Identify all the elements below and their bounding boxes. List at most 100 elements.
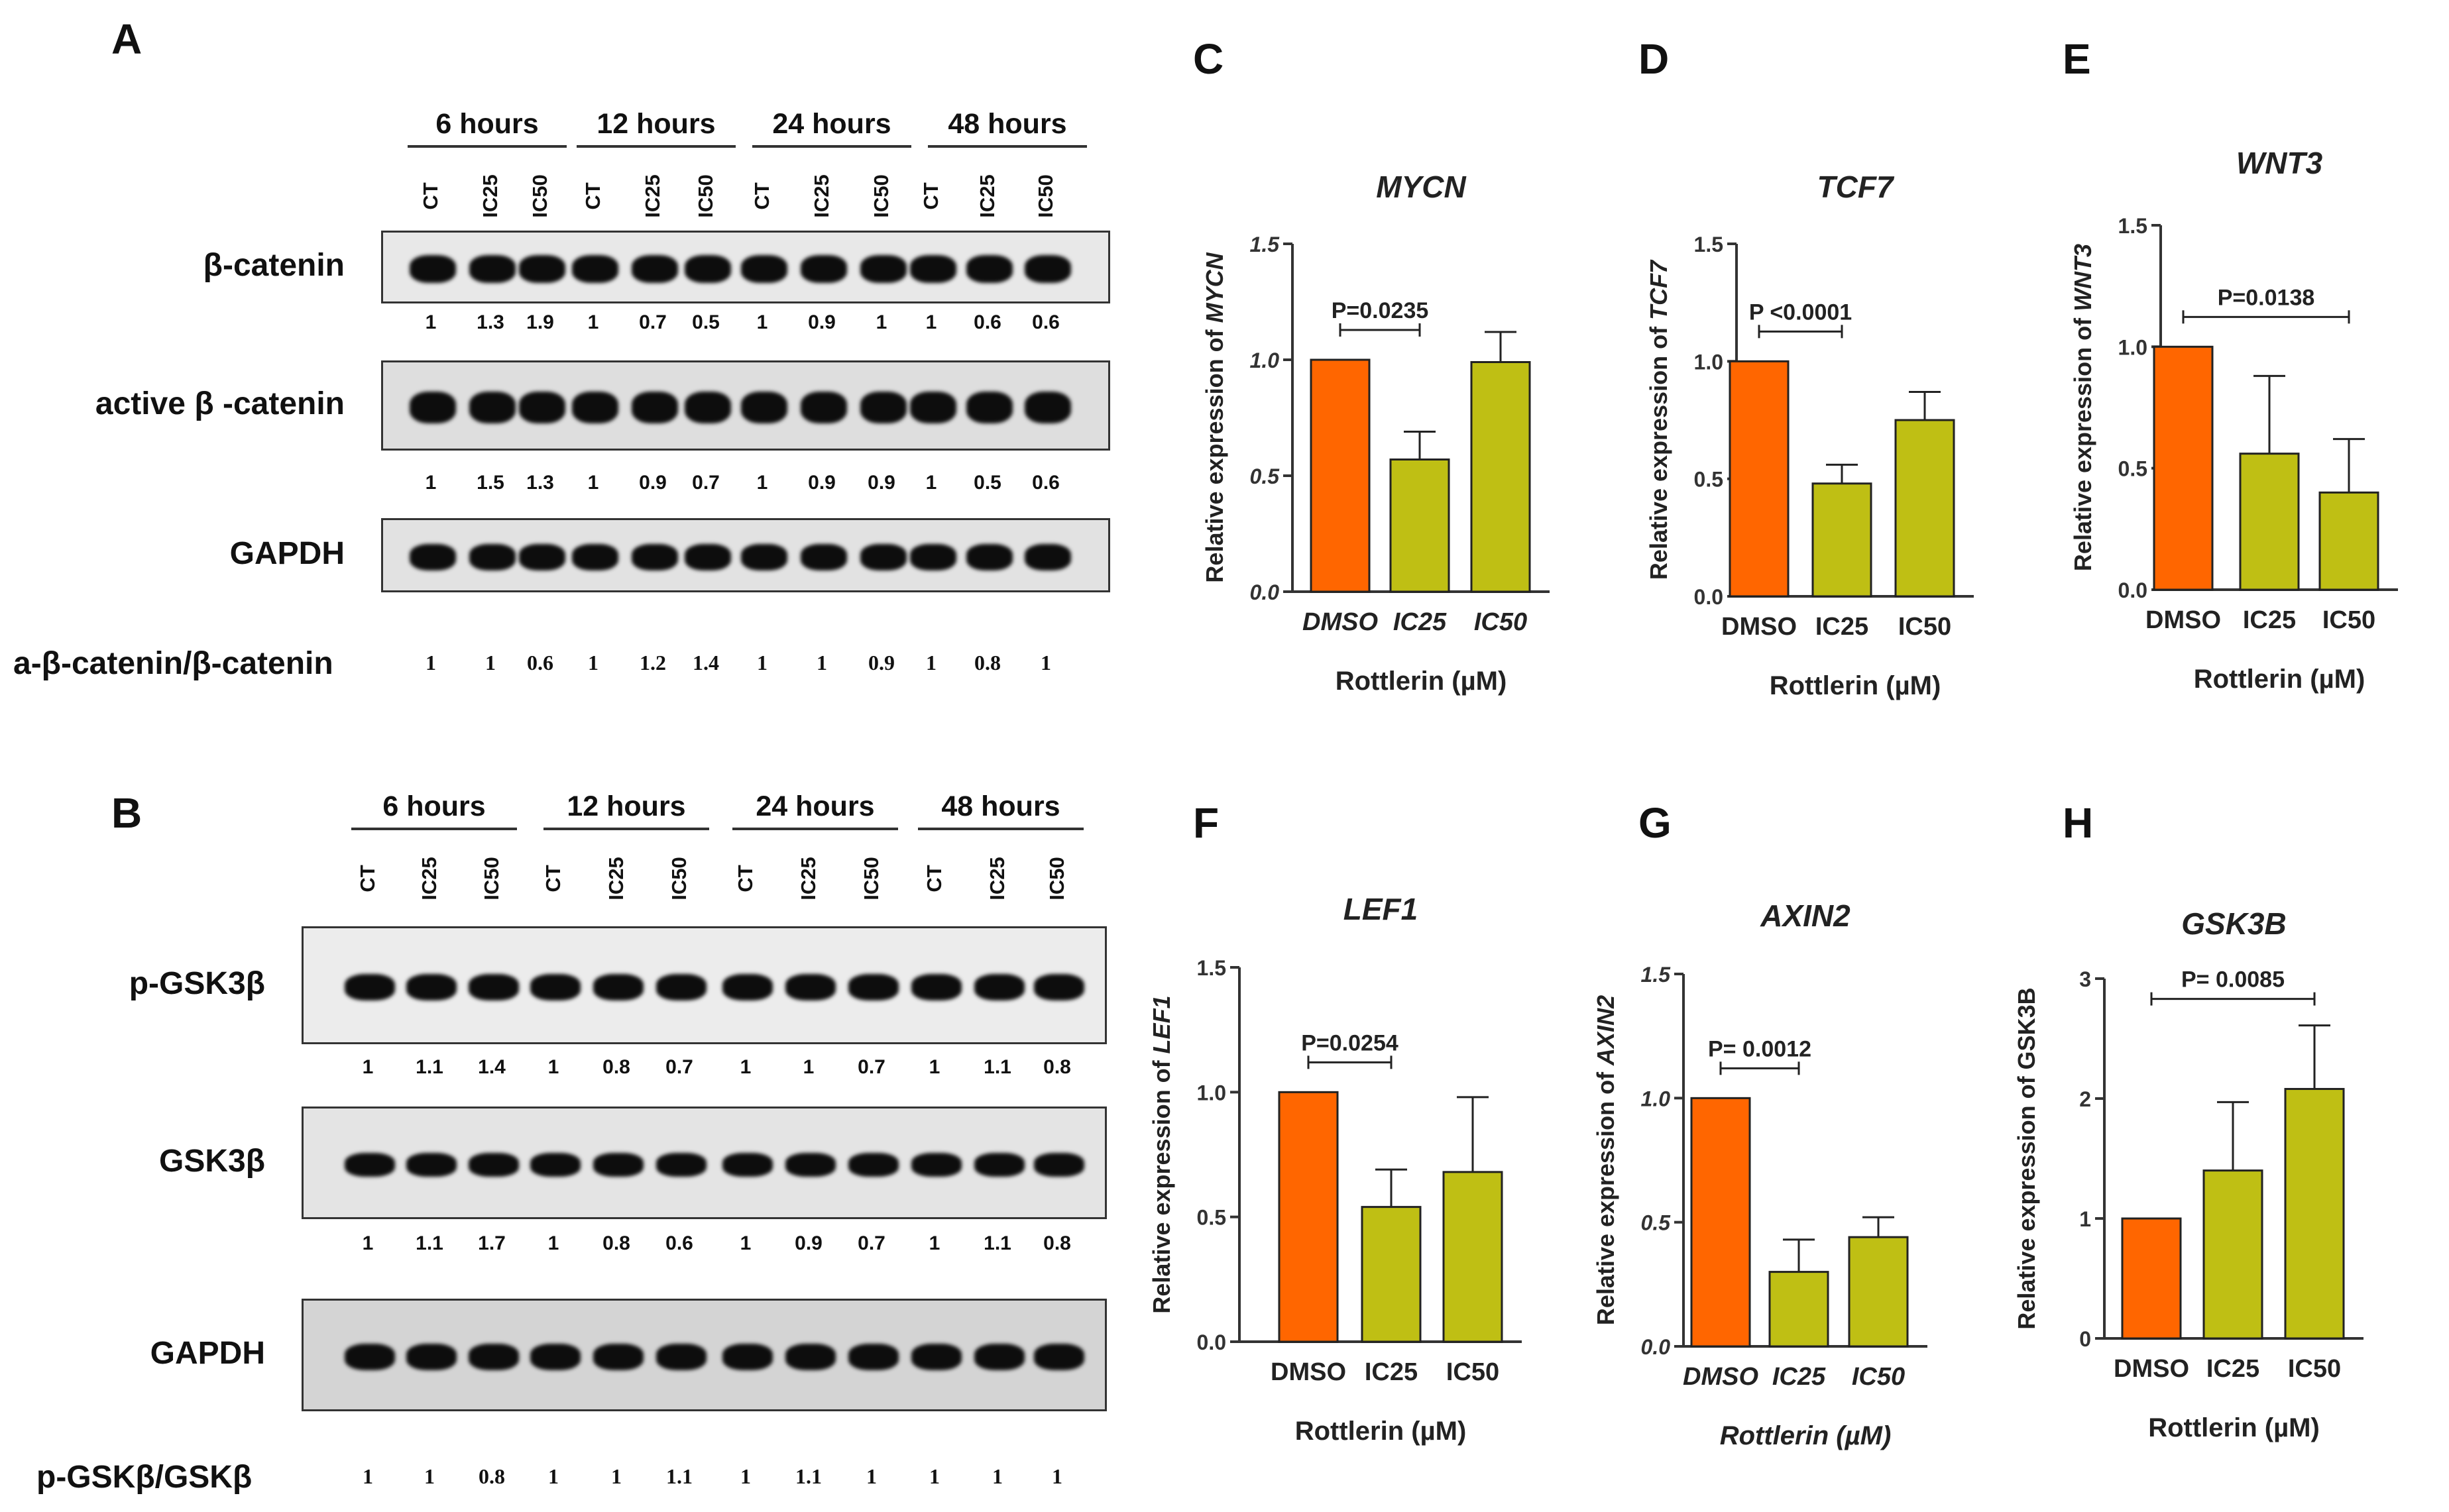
band-quantification: 1.3 — [477, 311, 504, 333]
ratio-label: a-β-catenin/β-catenin — [13, 646, 333, 681]
ratio-value: 1.1 — [795, 1464, 822, 1488]
chart-title: TCF7 — [1817, 170, 1895, 204]
time-group-label: 24 hours — [772, 108, 891, 140]
blot-membrane — [381, 231, 1110, 303]
protein-band — [911, 1153, 962, 1177]
protein-band — [966, 255, 1013, 283]
band-quantification: 1.9 — [526, 311, 554, 333]
blot-membrane — [302, 926, 1107, 1044]
blot-row-label: active β -catenin — [95, 386, 345, 421]
protein-band — [469, 255, 516, 283]
y-axis-label: Relative expression of WNT3 — [2069, 244, 2096, 571]
protein-band — [1034, 1153, 1084, 1177]
y-tick-label: 2 — [2079, 1087, 2091, 1111]
p-value-label: P= 0.0012 — [1708, 1036, 1811, 1061]
bar — [1470, 361, 1531, 593]
bar — [1768, 1271, 1829, 1348]
protein-band — [519, 544, 565, 570]
bar — [2153, 345, 2214, 591]
x-category-label: IC25 — [1772, 1363, 1826, 1391]
chart-title: AXIN2 — [1760, 898, 1851, 933]
protein-band — [685, 255, 731, 283]
y-tick-label: 1.5 — [1694, 233, 1723, 256]
x-category-label: DMSO — [1721, 613, 1797, 641]
bar — [2284, 1088, 2345, 1340]
bar — [1389, 459, 1450, 593]
ratio-value: 1 — [1052, 1464, 1062, 1488]
protein-band — [685, 544, 731, 570]
panel-label-h: H — [2063, 799, 2094, 847]
time-group-label: 24 hours — [756, 790, 875, 822]
protein-band — [1034, 974, 1084, 1000]
bar — [1278, 1091, 1339, 1343]
band-quantification: 1 — [925, 472, 937, 494]
y-tick-label: 1.0 — [1641, 1087, 1671, 1110]
ratio-value: 0.8 — [974, 651, 1001, 675]
chart-title: GSK3B — [2181, 906, 2286, 941]
time-group-label: 12 hours — [567, 790, 686, 822]
ratio-label: p-GSKβ/GSKβ — [36, 1460, 253, 1495]
protein-band — [860, 255, 907, 283]
protein-band — [860, 392, 907, 423]
band-quantification: 1.1 — [416, 1232, 443, 1254]
x-axis-label: Rottlerin (µM) — [1336, 667, 1507, 696]
protein-band — [530, 1153, 581, 1177]
bar — [1442, 1171, 1503, 1343]
band-quantification: 1 — [929, 1056, 940, 1078]
blot-row-label: β-catenin — [203, 248, 345, 283]
band-quantification: 0.8 — [1043, 1056, 1071, 1078]
y-tick-label: 0.5 — [2118, 457, 2147, 481]
bar — [1690, 1097, 1751, 1348]
ratio-value: 1 — [929, 1464, 940, 1488]
y-tick-label: 1 — [2079, 1207, 2091, 1231]
panel-label-b: B — [111, 789, 142, 837]
protein-band — [530, 1344, 581, 1370]
bar — [1310, 358, 1371, 593]
protein-band — [860, 544, 907, 570]
y-tick-label: 0.5 — [1694, 468, 1723, 492]
protein-band — [406, 1344, 457, 1370]
blot-membrane — [381, 518, 1110, 592]
y-axis-label: Relative expression of GSK3B — [2013, 987, 2040, 1329]
panel-label-d: D — [1638, 35, 1670, 83]
time-group-underline — [928, 145, 1087, 148]
band-quantification: 0.9 — [639, 472, 667, 494]
band-quantification: 0.9 — [808, 311, 836, 333]
y-axis-label: Relative expression of TCF7 — [1645, 259, 1672, 580]
protein-band — [410, 544, 456, 570]
protein-band — [345, 974, 395, 1000]
band-quantification: 0.7 — [639, 311, 667, 333]
protein-band — [530, 974, 581, 1000]
y-tick-label: 1.0 — [2118, 335, 2147, 359]
protein-band — [469, 1153, 519, 1177]
protein-band — [910, 255, 956, 283]
time-group-underline — [543, 828, 709, 830]
protein-band — [966, 392, 1013, 423]
protein-band — [1025, 392, 1071, 423]
band-quantification: 0.5 — [974, 472, 1001, 494]
band-quantification: 0.9 — [808, 472, 836, 494]
y-tick-label: 0.5 — [1197, 1206, 1226, 1230]
band-quantification: 0.9 — [868, 472, 895, 494]
protein-band — [1025, 544, 1071, 570]
x-category-label: IC50 — [2288, 1355, 2341, 1383]
band-quantification: 1 — [425, 472, 437, 494]
y-tick-label: 0.5 — [1641, 1211, 1672, 1235]
ratio-value: 0.6 — [527, 651, 553, 675]
protein-band — [1025, 255, 1071, 283]
protein-band — [632, 544, 678, 570]
band-quantification: 0.8 — [602, 1056, 630, 1078]
protein-band — [685, 392, 731, 423]
band-quantification: 1.4 — [478, 1056, 506, 1078]
protein-band — [911, 1344, 962, 1370]
ratio-value: 1 — [757, 651, 768, 675]
chart-title: LEF1 — [1343, 892, 1418, 926]
bar — [2202, 1169, 2263, 1340]
x-category-label: IC50 — [2322, 606, 2375, 634]
protein-band — [722, 1153, 773, 1177]
band-quantification: 1 — [547, 1232, 559, 1254]
protein-band — [785, 1153, 836, 1177]
ratio-value: 1 — [817, 651, 827, 675]
band-quantification: 0.5 — [692, 311, 720, 333]
band-quantification: 1 — [362, 1056, 374, 1078]
